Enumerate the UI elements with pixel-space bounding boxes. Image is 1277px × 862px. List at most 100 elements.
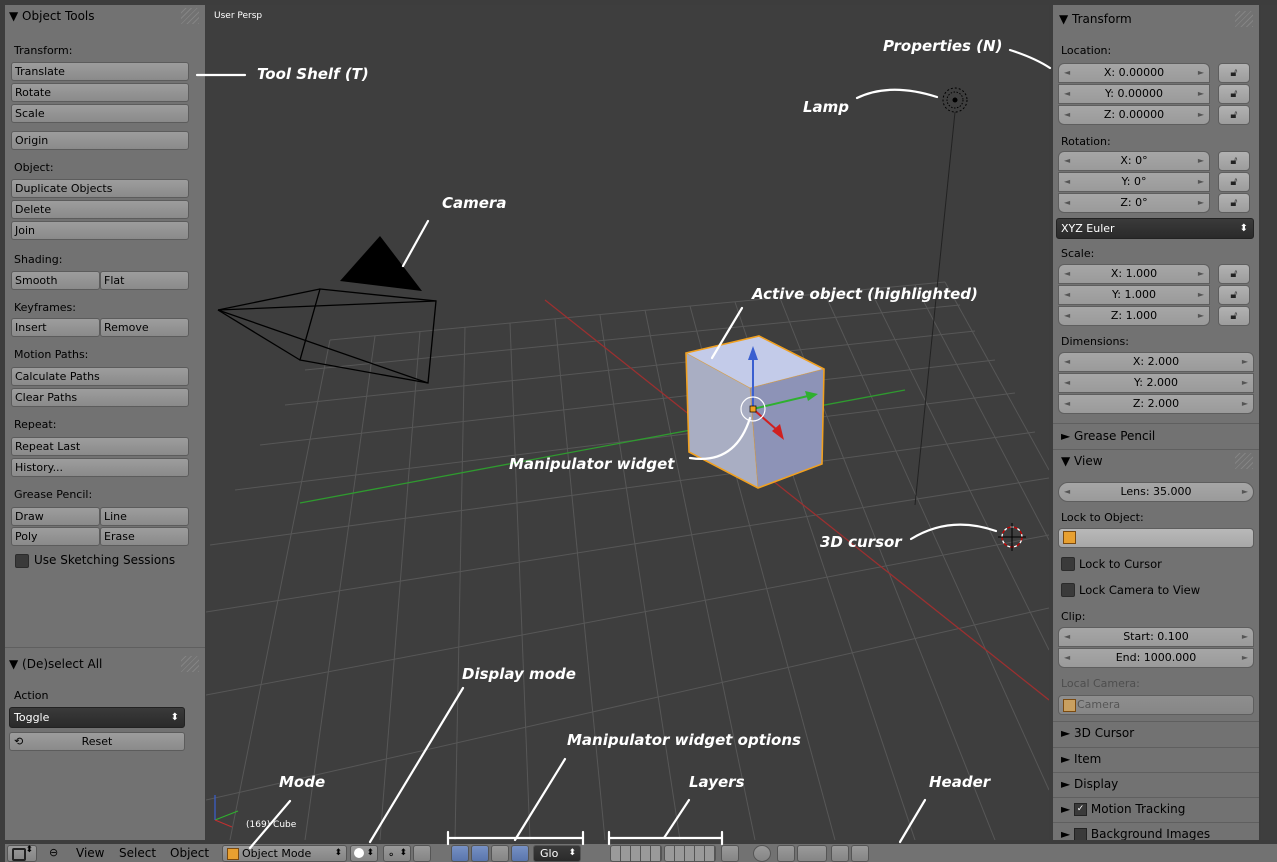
panel-divider: [1053, 797, 1259, 798]
3d-viewport[interactable]: User Persp (169) Cube: [206, 5, 1049, 840]
background-images-checkbox[interactable]: [1074, 828, 1088, 840]
display-mode-pointer: [368, 686, 465, 844]
insert-keyframe-button[interactable]: Insert: [11, 318, 100, 337]
remove-keyframe-button[interactable]: Remove: [100, 318, 189, 337]
delete-button[interactable]: Delete: [11, 200, 189, 219]
smooth-button[interactable]: Smooth: [11, 271, 100, 290]
history-button[interactable]: History...: [11, 458, 189, 477]
object-menu[interactable]: Object: [170, 846, 210, 860]
lock-icon[interactable]: 🔓︎: [1218, 105, 1250, 125]
collapse-menus-icon[interactable]: ⊖: [49, 846, 59, 859]
reset-button[interactable]: ⟲ Reset: [9, 732, 185, 751]
lock-to-object-field[interactable]: [1058, 528, 1254, 548]
duplicate-objects-button[interactable]: Duplicate Objects: [11, 179, 189, 198]
panel-grip-icon[interactable]: [1235, 453, 1253, 469]
lock-camera-to-view-checkbox[interactable]: [1061, 583, 1075, 597]
lens-field[interactable]: ◄ Lens: 35.000 ►: [1058, 482, 1254, 502]
transform-orientation-select[interactable]: Glo ⬍: [533, 845, 581, 862]
rotation-label: Rotation:: [1061, 135, 1111, 148]
select-arrows-icon: ⬍: [25, 845, 33, 855]
select-menu[interactable]: Select: [119, 846, 157, 860]
lock-icon[interactable]: 🔓︎: [1218, 63, 1250, 83]
rotation-z-field[interactable]: ◄ Z: 0° ►: [1058, 193, 1210, 213]
lamp-object[interactable]: [942, 87, 968, 113]
lock-to-object-label: Lock to Object:: [1061, 511, 1144, 524]
draw-button[interactable]: Draw: [11, 507, 100, 526]
lock-icon[interactable]: 🔓︎: [1218, 151, 1250, 171]
clip-start-field[interactable]: ◄ Start: 0.100 ►: [1058, 627, 1254, 647]
location-x-field[interactable]: ◄ X: 0.00000 ►: [1058, 63, 1210, 83]
lock-icon[interactable]: 🔓︎: [1218, 172, 1250, 192]
layers-pointer: [662, 798, 691, 840]
motion-tracking-panel-header[interactable]: ► ✓ Motion Tracking: [1061, 798, 1185, 820]
properties-panel: ▼ Transform Location: ◄ X: 0.00000 ► ◄ Y: 0…: [1053, 5, 1259, 840]
clip-end-field[interactable]: ◄ End: 1000.000 ►: [1058, 648, 1254, 668]
manipulator-widget[interactable]: [740, 346, 818, 440]
background-images-panel-header[interactable]: ► Background Images: [1061, 823, 1210, 840]
object-info-label: (169) Cube: [246, 820, 297, 830]
view-menu[interactable]: View: [76, 846, 105, 860]
3d-cursor-panel-header[interactable]: ► 3D Cursor: [1061, 726, 1135, 740]
erase-button[interactable]: Erase: [100, 527, 189, 546]
dimension-y-field[interactable]: ◄ Y: 2.000 ►: [1058, 373, 1254, 393]
action-select[interactable]: Toggle ⬍: [9, 707, 185, 728]
motion-tracking-checkbox[interactable]: ✓: [1074, 803, 1088, 816]
local-camera-field[interactable]: Camera: [1058, 695, 1254, 715]
select-arrows-icon: ⬍: [1239, 223, 1248, 234]
lock-to-cursor-checkbox[interactable]: [1061, 557, 1075, 571]
rotate-button[interactable]: Rotate: [11, 83, 189, 102]
scale-x-field[interactable]: ◄ X: 1.000 ►: [1058, 264, 1210, 284]
3d-cursor[interactable]: [998, 523, 1026, 551]
use-sketching-sessions-checkbox[interactable]: [15, 554, 29, 568]
lamp-direction-line: [914, 111, 956, 506]
transform-panel-header[interactable]: ▼ Transform: [1059, 12, 1132, 26]
display-panel-header[interactable]: ► Display: [1061, 777, 1119, 791]
repeat-label: Repeat:: [14, 418, 57, 431]
lock-icon[interactable]: 🔓︎: [1218, 285, 1250, 305]
scale-y-field[interactable]: ◄ Y: 1.000 ►: [1058, 285, 1210, 305]
rotation-x-field[interactable]: ◄ X: 0° ►: [1058, 151, 1210, 171]
active-cube-object[interactable]: [685, 335, 825, 489]
deselect-all-panel-header[interactable]: ▼ (De)select All: [9, 657, 103, 671]
line-button[interactable]: Line: [100, 507, 189, 526]
translate-button[interactable]: Translate: [11, 62, 189, 81]
scale-button[interactable]: Scale: [11, 104, 189, 123]
mode-pointer: [248, 799, 292, 850]
lock-icon[interactable]: 🔓︎: [1218, 306, 1250, 326]
join-button[interactable]: Join: [11, 221, 189, 240]
lock-icon[interactable]: 🔓︎: [1218, 193, 1250, 213]
editor-type-icon: [12, 848, 26, 861]
calculate-paths-button[interactable]: Calculate Paths: [11, 367, 189, 386]
location-z-field[interactable]: ◄ Z: 0.00000 ►: [1058, 105, 1210, 125]
panel-grip-icon[interactable]: [1235, 11, 1253, 27]
manipulator-pointer: [688, 416, 752, 460]
lock-icon[interactable]: 🔓︎: [1218, 264, 1250, 284]
dimension-z-field[interactable]: ◄ Z: 2.000 ►: [1058, 394, 1254, 414]
rotation-mode-select[interactable]: XYZ Euler ⬍: [1056, 218, 1254, 239]
location-y-field[interactable]: ◄ Y: 0.00000 ►: [1058, 84, 1210, 104]
grease-pencil-panel-header[interactable]: ► Grease Pencil: [1061, 429, 1156, 443]
object-tools-panel-header[interactable]: ▼ Object Tools: [9, 9, 95, 23]
camera-object[interactable]: [217, 236, 437, 384]
panel-divider: [1053, 747, 1259, 748]
poly-button[interactable]: Poly: [11, 527, 100, 546]
clear-paths-button[interactable]: Clear Paths: [11, 388, 189, 407]
camera-pointer: [401, 219, 430, 268]
flat-button[interactable]: Flat: [100, 271, 189, 290]
repeat-last-button[interactable]: Repeat Last: [11, 437, 189, 456]
panel-grip-icon[interactable]: [181, 656, 199, 672]
dimensions-label: Dimensions:: [1061, 335, 1129, 348]
item-panel-header[interactable]: ► Item: [1061, 752, 1102, 766]
panel-grip-icon[interactable]: [181, 8, 199, 24]
transform-label: Transform:: [14, 44, 73, 57]
origin-button[interactable]: Origin: [11, 131, 189, 150]
lock-camera-to-view-label: Lock Camera to View: [1079, 583, 1201, 597]
active-object-pointer: [710, 306, 744, 360]
object-mode-icon: [227, 848, 239, 860]
lock-icon[interactable]: 🔓︎: [1218, 84, 1250, 104]
view-panel-header[interactable]: ▼ View: [1061, 454, 1103, 468]
rotation-y-field[interactable]: ◄ Y: 0° ►: [1058, 172, 1210, 192]
scale-z-field[interactable]: ◄ Z: 1.000 ►: [1058, 306, 1210, 326]
dimension-x-field[interactable]: ◄ X: 2.000 ►: [1058, 352, 1254, 372]
